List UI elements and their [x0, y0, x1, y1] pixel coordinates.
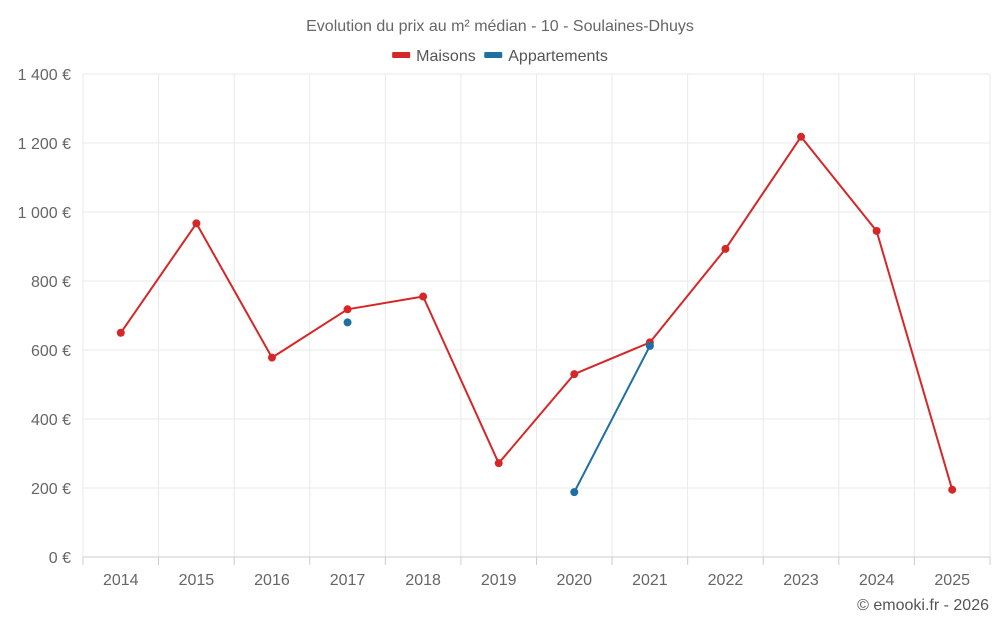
- y-tick-label: 800 €: [31, 274, 71, 291]
- data-point[interactable]: [343, 305, 352, 314]
- y-tick-label: 0 €: [49, 550, 71, 567]
- data-point[interactable]: [570, 488, 579, 497]
- x-tick-label: 2020: [556, 572, 592, 589]
- data-point[interactable]: [570, 370, 579, 379]
- credit-text: © emooki.fr - 2026: [857, 597, 989, 614]
- x-tick-label: 2022: [708, 572, 744, 589]
- y-tick-label: 600 €: [31, 343, 71, 360]
- x-tick-label: 2017: [330, 572, 366, 589]
- x-tick-label: 2018: [405, 572, 441, 589]
- x-tick-label: 2025: [934, 572, 970, 589]
- data-point[interactable]: [494, 459, 503, 468]
- series-group: [116, 132, 957, 497]
- series-line: [119, 135, 954, 490]
- legend-swatch: [392, 52, 411, 58]
- y-tick-label: 1 000 €: [18, 205, 71, 222]
- legend-label: Appartements: [508, 48, 608, 65]
- x-tick-label: 2019: [481, 572, 517, 589]
- data-point[interactable]: [797, 132, 806, 141]
- series-line: [573, 345, 651, 493]
- data-point[interactable]: [645, 341, 654, 350]
- legend-label: Maisons: [416, 48, 476, 65]
- x-tick-label: 2014: [103, 572, 139, 589]
- data-point[interactable]: [343, 318, 352, 327]
- legend[interactable]: Maisons Appartements: [392, 48, 608, 65]
- legend-swatch: [484, 52, 503, 58]
- y-axis: 0 € 200 € 400 € 600 € 800 € 1 000 € 1 200 € 1 4…: [18, 67, 71, 567]
- grid: [82, 73, 991, 557]
- data-point[interactable]: [948, 485, 957, 494]
- data-point[interactable]: [872, 226, 881, 235]
- x-tick-label: 2023: [783, 572, 819, 589]
- y-tick-label: 1 200 €: [18, 136, 71, 153]
- data-point[interactable]: [419, 292, 428, 301]
- y-tick-label: 1 400 €: [18, 67, 71, 84]
- x-tick-label: 2024: [859, 572, 895, 589]
- y-tick-label: 200 €: [31, 481, 71, 498]
- data-point[interactable]: [267, 353, 276, 362]
- chart-title: Evolution du prix au m² médian - 10 - So…: [306, 18, 694, 35]
- x-axis: 2014 2015 2016 2017 2018 2019 2020 2021 2022 2023…: [82, 556, 991, 589]
- y-tick-label: 400 €: [31, 412, 71, 429]
- data-point[interactable]: [721, 244, 730, 253]
- series-appartements: [343, 318, 654, 497]
- legend-item-maisons[interactable]: Maisons: [392, 48, 476, 65]
- x-tick-label: 2016: [254, 572, 290, 589]
- x-tick-label: 2021: [632, 572, 668, 589]
- data-point[interactable]: [192, 219, 201, 228]
- x-tick-label: 2015: [179, 572, 215, 589]
- legend-item-appartements[interactable]: Appartements: [484, 48, 608, 65]
- data-point[interactable]: [116, 328, 125, 337]
